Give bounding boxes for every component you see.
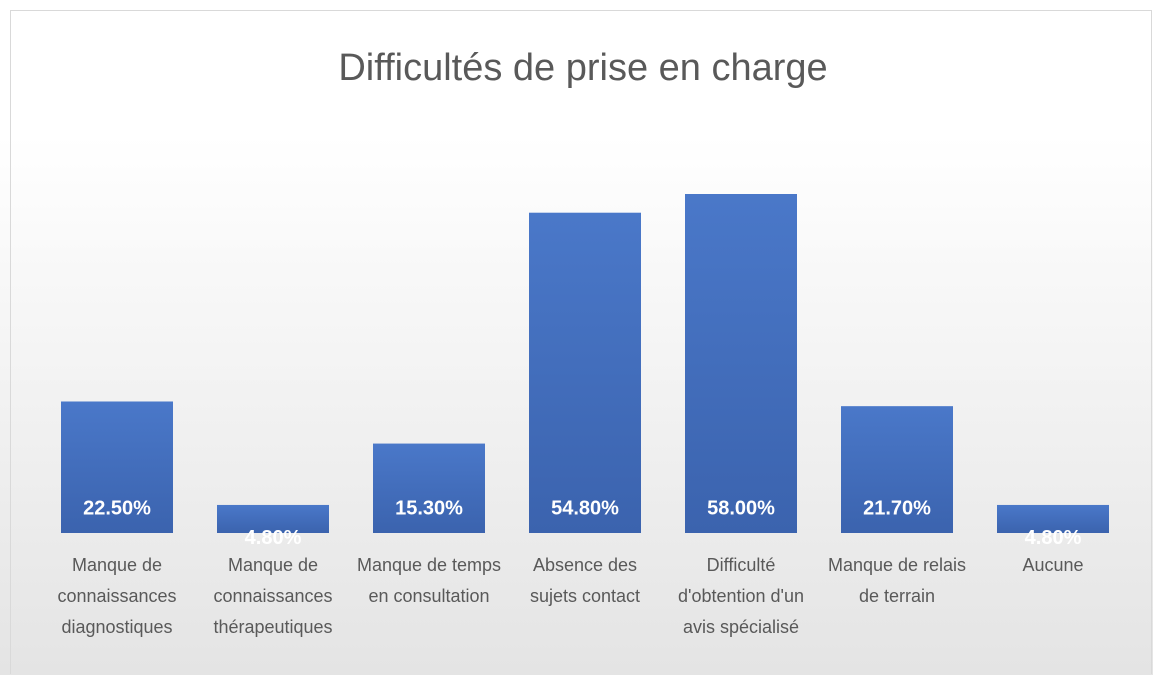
x-tick-label: Manque de connaissances thérapeutiques — [213, 555, 333, 637]
data-label: 54.80% — [551, 497, 619, 519]
bar — [373, 443, 485, 533]
bar — [61, 401, 173, 533]
data-label: 21.70% — [863, 497, 931, 519]
data-label: 4.80% — [245, 527, 302, 549]
bar — [997, 504, 1109, 533]
data-label: 4.80% — [1025, 527, 1082, 549]
bar — [217, 504, 329, 533]
data-label: 22.50% — [83, 497, 151, 519]
bar — [529, 212, 641, 534]
chart-title: Difficultés de prise en charge — [338, 47, 827, 89]
bar — [841, 406, 953, 533]
x-tick-label: Absence des sujets contact — [529, 555, 641, 606]
data-label: 58.00% — [707, 497, 775, 519]
x-tick-label: Aucune — [1022, 555, 1084, 575]
data-label: 15.30% — [395, 497, 463, 519]
x-tick-label: Manque de relais de terrain — [827, 555, 967, 606]
x-tick-label: Difficulté d'obtention d'un avis spécial… — [678, 555, 804, 637]
x-tick-label: Manque de connaissances diagnostiques — [57, 555, 177, 637]
bar — [685, 194, 797, 533]
x-tick-label: Manque de temps en consultation — [356, 555, 502, 606]
chart-border — [10, 10, 1152, 674]
